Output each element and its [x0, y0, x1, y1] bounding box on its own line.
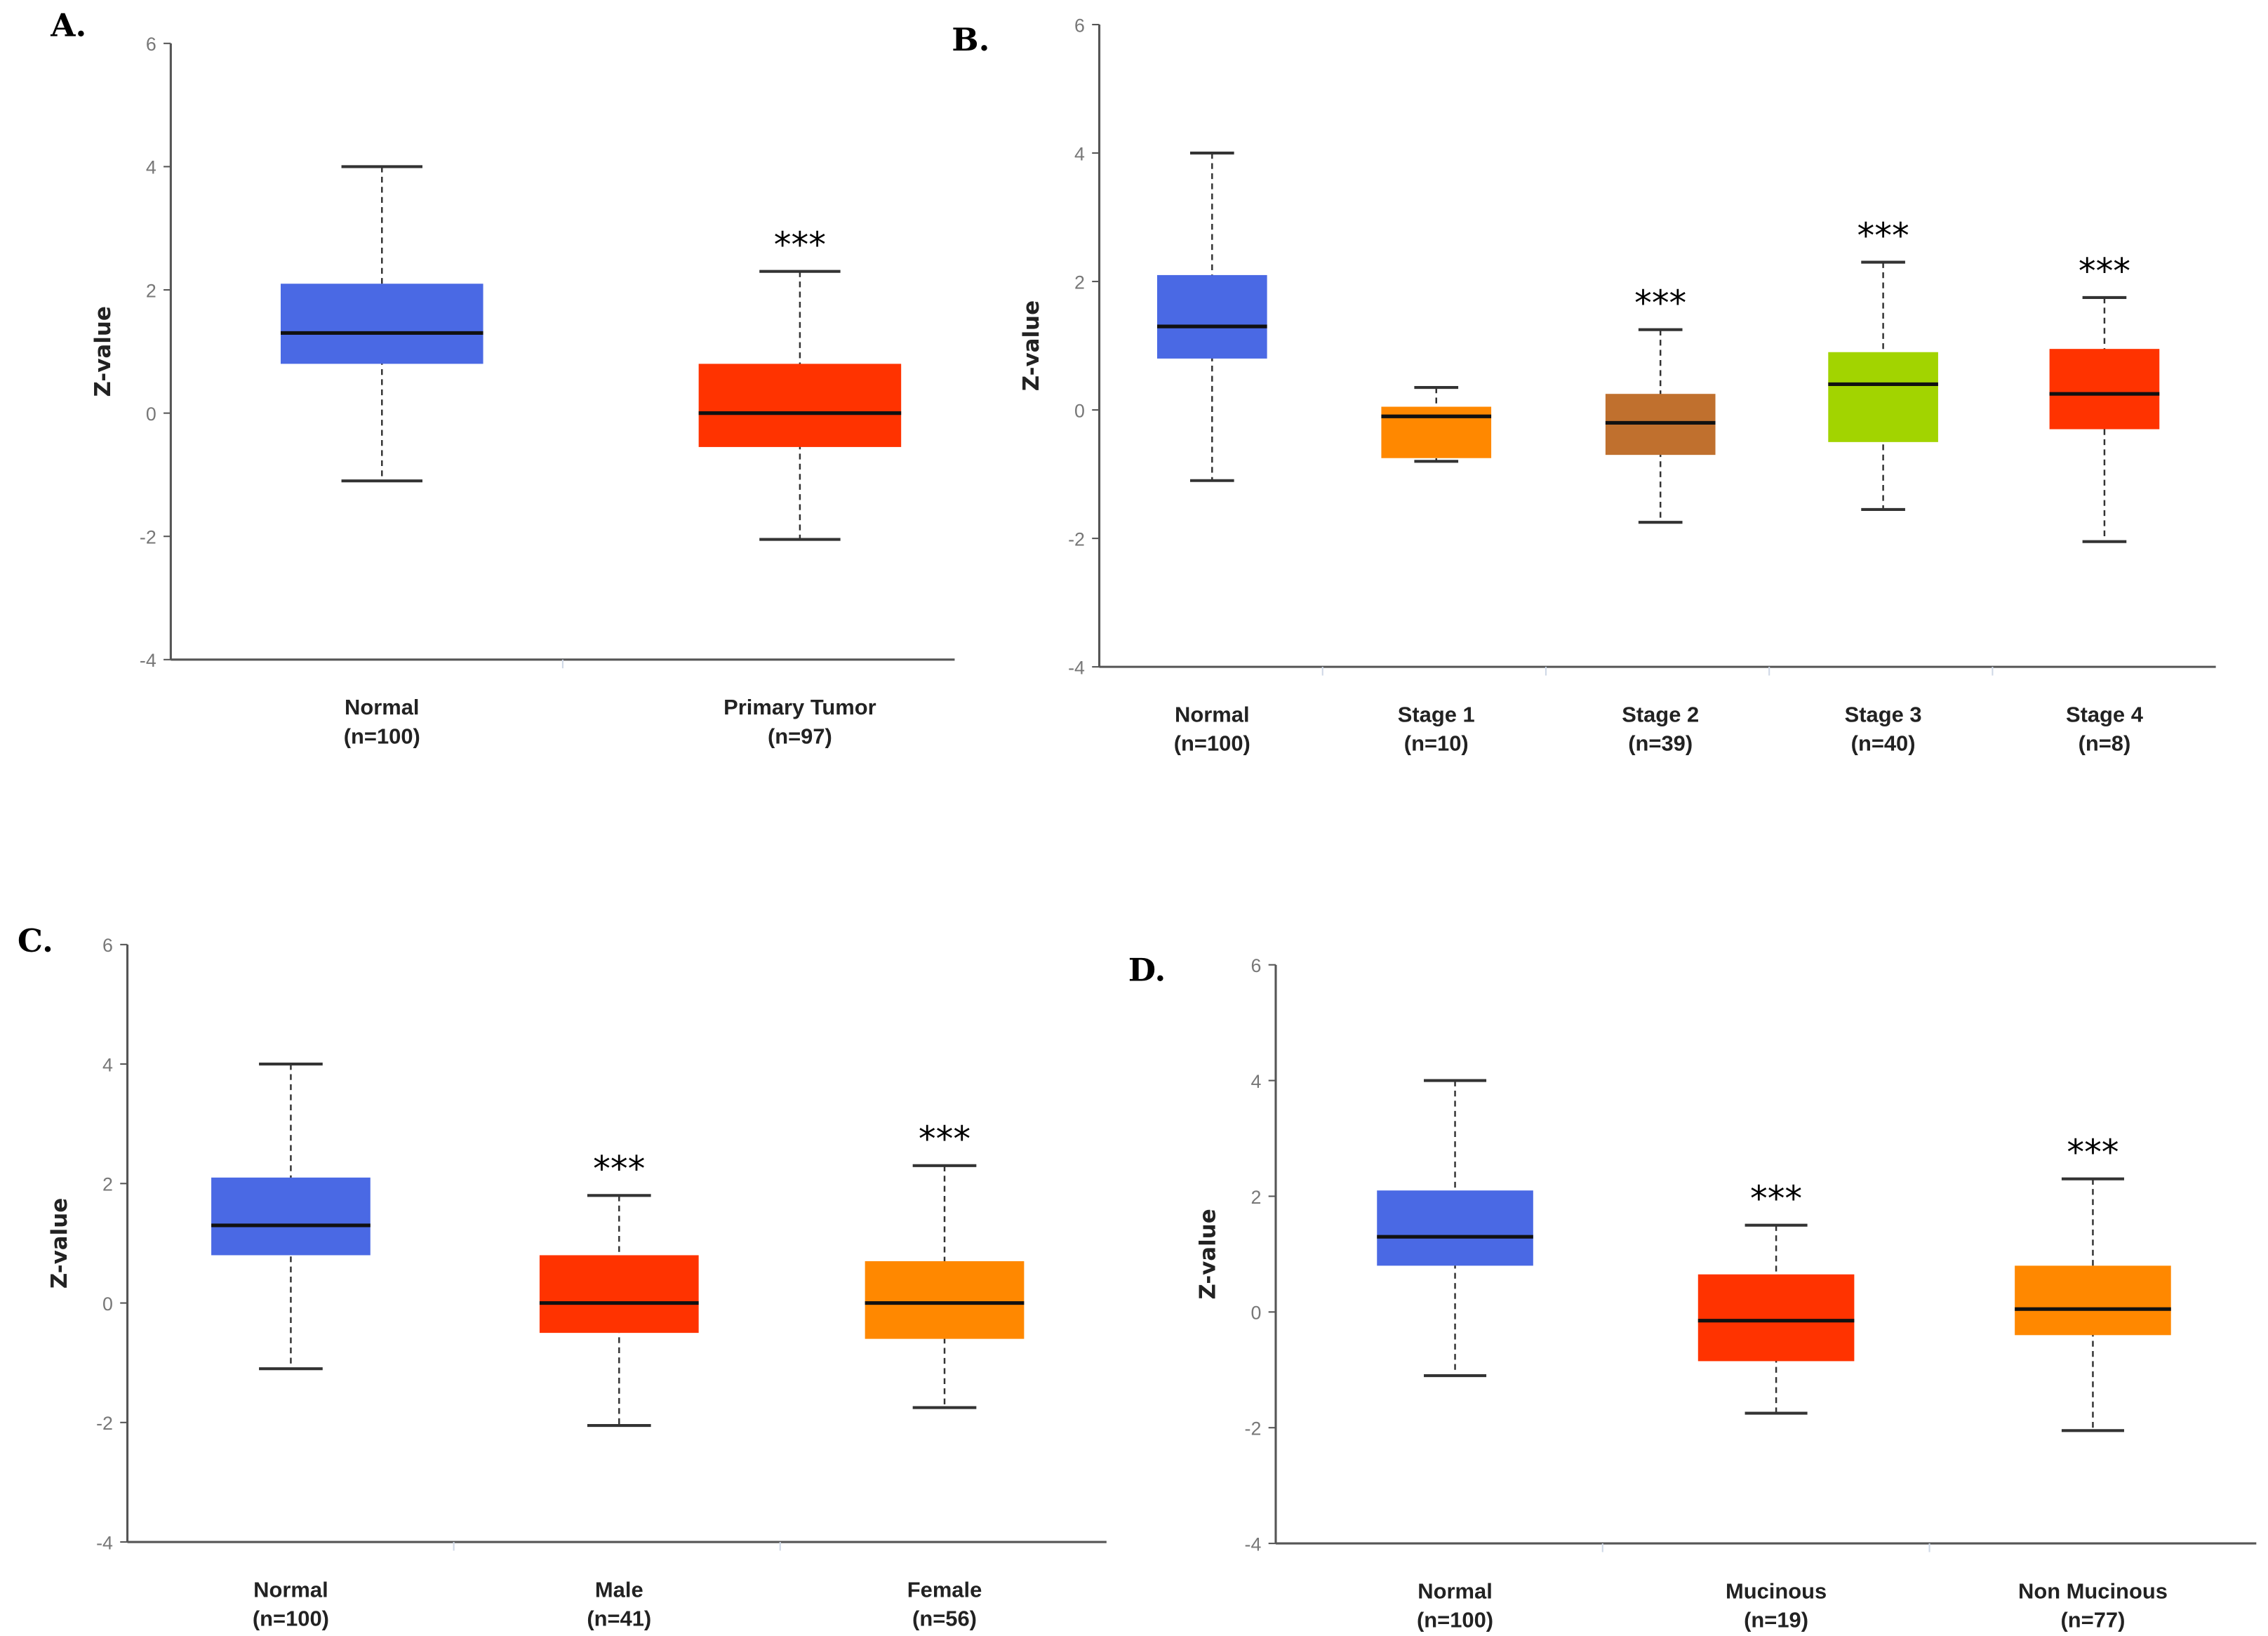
chart-panel-c: C. -4 -2 0 2 4 6 Z-value Normal (n=100) *** Male (n=… [18, 922, 1107, 1631]
x-category-label: Non Mucinous [2018, 1578, 2168, 1603]
y-tick-label: -4 [140, 650, 156, 671]
box-normal: Normal (n=100) [1377, 1079, 1533, 1632]
chart-panel-a: A. -4 -2 0 2 4 6 Z-value Normal (n=100) *** Primary… [50, 6, 955, 748]
box-normal: Normal (n=100) [281, 165, 483, 748]
y-tick-label: 2 [102, 1174, 113, 1195]
x-category-label: Stage 1 [1398, 702, 1475, 726]
box-stage-3: *** Stage 3 (n=40) [1828, 215, 1938, 756]
x-category-label: Mucinous [1726, 1578, 1827, 1603]
x-category-count: (n=97) [768, 724, 832, 748]
x-category-label: Stage 4 [2066, 702, 2144, 726]
significance-marker: *** [1634, 283, 1686, 324]
y-tick-label: -4 [1068, 657, 1085, 678]
panel-label: B. [952, 20, 989, 58]
y-tick-label: 4 [146, 157, 156, 178]
x-category-label: Female [907, 1577, 982, 1602]
x-category-count: (n=100) [1174, 731, 1250, 756]
box-iqr [2015, 1265, 2171, 1336]
x-category-count: (n=19) [1744, 1608, 1808, 1632]
significance-marker: *** [1857, 215, 1909, 256]
x-category-count: (n=100) [344, 724, 420, 748]
y-tick-label: 4 [102, 1054, 113, 1075]
y-tick-label: 6 [1250, 955, 1261, 976]
x-category-label: Male [595, 1577, 643, 1602]
x-category-label: Normal [1418, 1578, 1492, 1603]
y-tick-label: -2 [1068, 528, 1085, 550]
box-non-mucinous: *** Non Mucinous (n=77) [2015, 1132, 2171, 1632]
chart-panel-b: B. -4 -2 0 2 4 6 Z-value Normal (n=100) Stage 1 (n=… [952, 15, 2216, 756]
box-female: *** Female (n=56) [865, 1119, 1025, 1631]
box-male: *** Male (n=41) [539, 1149, 699, 1631]
box-stage-4: *** Stage 4 (n=8) [2049, 251, 2160, 756]
box-iqr [539, 1255, 699, 1334]
y-tick-label: 4 [1250, 1071, 1261, 1092]
y-axis-label: Z-value [91, 306, 116, 397]
box-iqr [1156, 274, 1267, 359]
x-category-count: (n=39) [1628, 731, 1693, 756]
x-category-label: Normal [1175, 702, 1249, 726]
y-tick-label: 2 [1250, 1187, 1261, 1208]
box-iqr [865, 1261, 1025, 1339]
box-iqr [281, 284, 483, 364]
x-category-count: (n=10) [1404, 731, 1469, 756]
y-tick-label: 6 [146, 34, 156, 55]
y-tick-label: -2 [1245, 1418, 1262, 1439]
box-primary-tumor: *** Primary Tumor (n=97) [698, 225, 902, 748]
x-category-label: Stage 3 [1845, 702, 1922, 726]
x-category-count: (n=100) [253, 1607, 329, 1631]
x-category-count: (n=77) [2061, 1608, 2126, 1632]
y-tick-label: 0 [1250, 1303, 1261, 1324]
panel-label: D. [1128, 950, 1166, 988]
significance-marker: *** [1750, 1178, 1802, 1219]
x-category-count: (n=8) [2079, 731, 2131, 756]
y-axis-label: Z-value [1195, 1209, 1220, 1299]
box-stage-1: Stage 1 (n=10) [1381, 386, 1492, 756]
panel-label: C. [18, 922, 53, 959]
significance-marker: *** [774, 225, 826, 265]
box-mucinous: *** Mucinous (n=19) [1697, 1178, 1855, 1632]
x-category-count: (n=40) [1851, 731, 1916, 756]
box-iqr [1381, 406, 1492, 458]
x-category-label: Normal [345, 695, 419, 719]
box-iqr [211, 1177, 371, 1256]
box-iqr [1697, 1274, 1855, 1362]
x-category-count: (n=41) [587, 1607, 651, 1631]
box-normal: Normal (n=100) [211, 1063, 371, 1631]
y-tick-label: -2 [140, 527, 156, 548]
y-tick-label: -4 [1245, 1534, 1262, 1555]
y-tick-label: 4 [1074, 143, 1085, 164]
y-tick-label: 0 [146, 404, 156, 425]
y-tick-label: 0 [102, 1293, 113, 1315]
chart-panel-d: D. -4 -2 0 2 4 6 Z-value Normal (n=100) *** Mucinou… [1128, 950, 2257, 1632]
significance-marker: *** [593, 1149, 645, 1190]
y-tick-label: -4 [96, 1532, 113, 1553]
y-axis-label: Z-value [47, 1198, 72, 1289]
y-tick-label: 6 [102, 935, 113, 956]
y-tick-label: -2 [96, 1413, 113, 1434]
significance-marker: *** [919, 1119, 970, 1159]
box-iqr [1828, 352, 1938, 442]
y-tick-label: 2 [146, 280, 156, 301]
x-category-label: Stage 2 [1622, 702, 1699, 726]
x-category-count: (n=56) [912, 1607, 977, 1631]
panel-label: A. [50, 6, 86, 44]
y-tick-label: 0 [1074, 400, 1085, 421]
y-tick-label: 2 [1074, 272, 1085, 293]
y-axis-label: Z-value [1019, 300, 1044, 391]
box-iqr [1377, 1190, 1533, 1266]
box-normal: Normal (n=100) [1156, 151, 1267, 756]
box-iqr [698, 364, 902, 447]
x-category-label: Normal [253, 1577, 328, 1602]
significance-marker: *** [2067, 1132, 2119, 1173]
box-iqr [2049, 349, 2160, 430]
y-tick-label: 6 [1074, 15, 1085, 36]
x-category-count: (n=100) [1417, 1608, 1493, 1632]
significance-marker: *** [2079, 251, 2130, 291]
box-stage-2: *** Stage 2 (n=39) [1605, 283, 1716, 756]
x-category-label: Primary Tumor [723, 695, 876, 719]
